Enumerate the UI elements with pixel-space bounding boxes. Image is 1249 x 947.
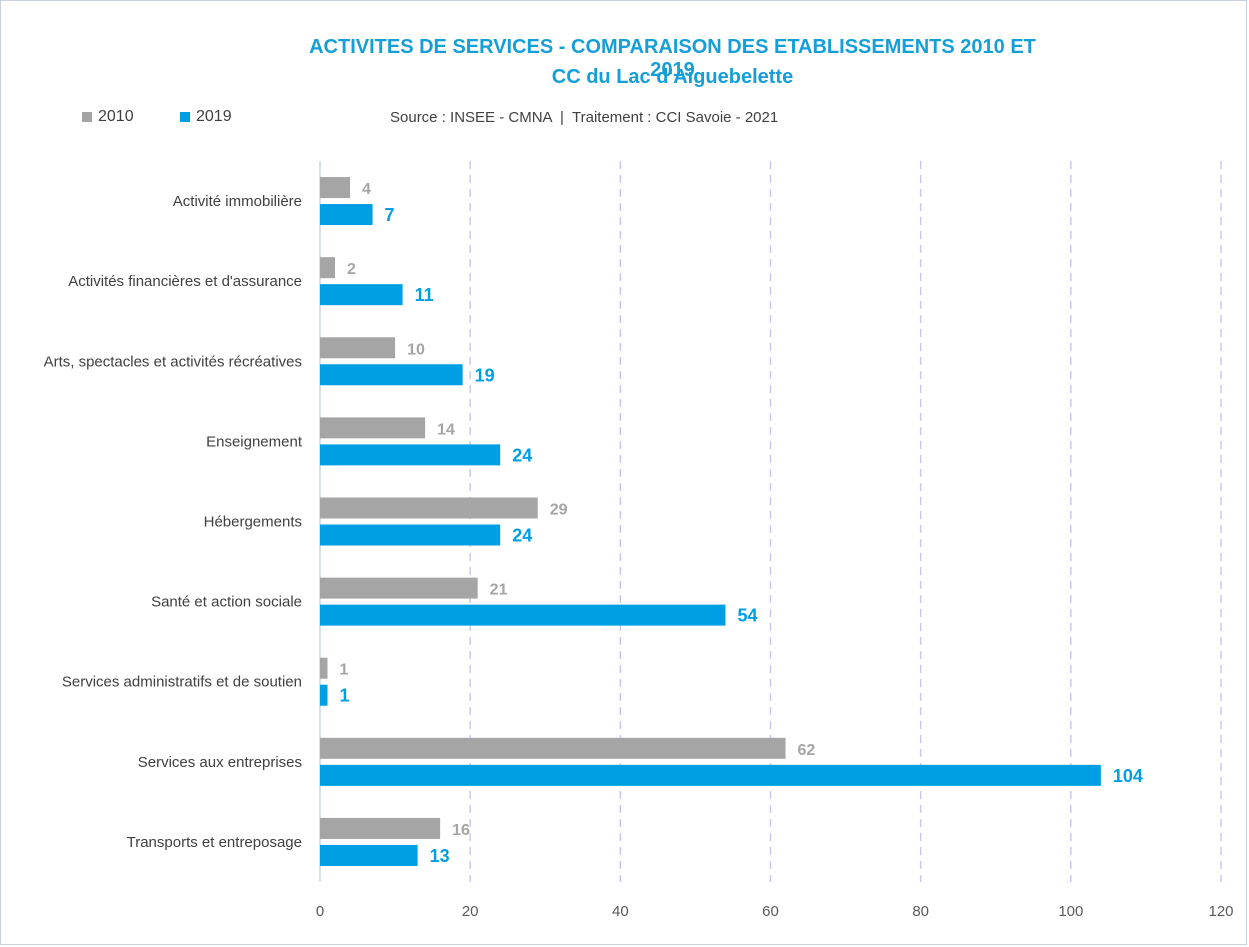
chart-subtitle: CC du Lac d'Aiguebelette [551, 66, 794, 88]
bar-2010 [320, 257, 336, 279]
bar-2019 [320, 684, 328, 706]
data-label-2010: 14 [437, 421, 455, 438]
category-label: Enseignement [206, 433, 303, 450]
data-label-2019: 7 [385, 205, 395, 225]
category-label: Activités financières et d'assurance [68, 273, 302, 290]
bar-2019 [320, 604, 726, 626]
category-label: Services aux entreprises [138, 754, 302, 771]
data-label-2019: 54 [737, 606, 757, 626]
bar-2010 [320, 577, 478, 599]
x-tick-label: 60 [762, 903, 779, 920]
category-label: Activité immobilière [173, 193, 302, 210]
x-tick-label: 20 [462, 903, 479, 920]
bar-2019 [320, 844, 418, 866]
data-label-2010: 62 [798, 742, 816, 759]
category-label: Santé et action sociale [151, 594, 302, 611]
x-tick-label: 120 [1208, 903, 1233, 920]
bar-2010 [320, 657, 328, 679]
category-label: Arts, spectacles et activités récréative… [44, 353, 302, 370]
bar-2010 [320, 177, 351, 199]
data-label-2019: 104 [1113, 766, 1143, 786]
data-label-2010: 4 [362, 181, 371, 198]
legend-label-2010: 2010 [98, 108, 134, 125]
data-label-2010: 2 [347, 261, 356, 278]
legend-swatch-2019 [180, 112, 190, 122]
bar-2019 [320, 204, 373, 226]
chart-title: ACTIVITES DE SERVICES - COMPARAISON DES … [309, 36, 1036, 81]
bar-2019 [320, 284, 403, 306]
bar-2010 [320, 497, 538, 519]
bar-2010 [320, 737, 786, 759]
x-tick-label: 40 [612, 903, 629, 920]
x-tick-label: 100 [1058, 903, 1083, 920]
data-label-2010: 16 [452, 822, 470, 839]
x-tick-label: 0 [316, 903, 324, 920]
legend-item-2019: 2019 [180, 108, 232, 126]
source-note: Source : INSEE - CMNA | Traitement : CCI… [390, 109, 779, 126]
category-label: Services administratifs et de soutien [62, 674, 302, 691]
bar-2019 [320, 764, 1101, 786]
x-tick-label: 80 [912, 903, 929, 920]
legend-item-2010: 2010 [82, 108, 134, 126]
data-label-2019: 11 [415, 285, 434, 305]
data-label-2010: 10 [407, 341, 425, 358]
data-label-2019: 1 [340, 686, 350, 706]
data-label-2019: 24 [512, 445, 532, 465]
category-label: Hébergements [204, 514, 302, 531]
legend-label-2019: 2019 [196, 108, 232, 125]
data-label-2019: 13 [430, 846, 450, 866]
bar-2010 [320, 417, 426, 439]
data-label-2010: 29 [550, 502, 568, 519]
data-label-2010: 1 [340, 662, 349, 679]
bar-2010 [320, 337, 396, 359]
bar-2019 [320, 444, 501, 466]
data-label-2019: 19 [475, 365, 495, 385]
data-label-2010: 21 [490, 582, 508, 599]
category-label: Transports et entreposage [127, 834, 302, 851]
bar-2019 [320, 364, 463, 386]
data-label-2019: 24 [512, 526, 532, 546]
bar-2010 [320, 817, 441, 839]
legend-swatch-2010 [82, 112, 92, 122]
bar-2019 [320, 524, 501, 546]
